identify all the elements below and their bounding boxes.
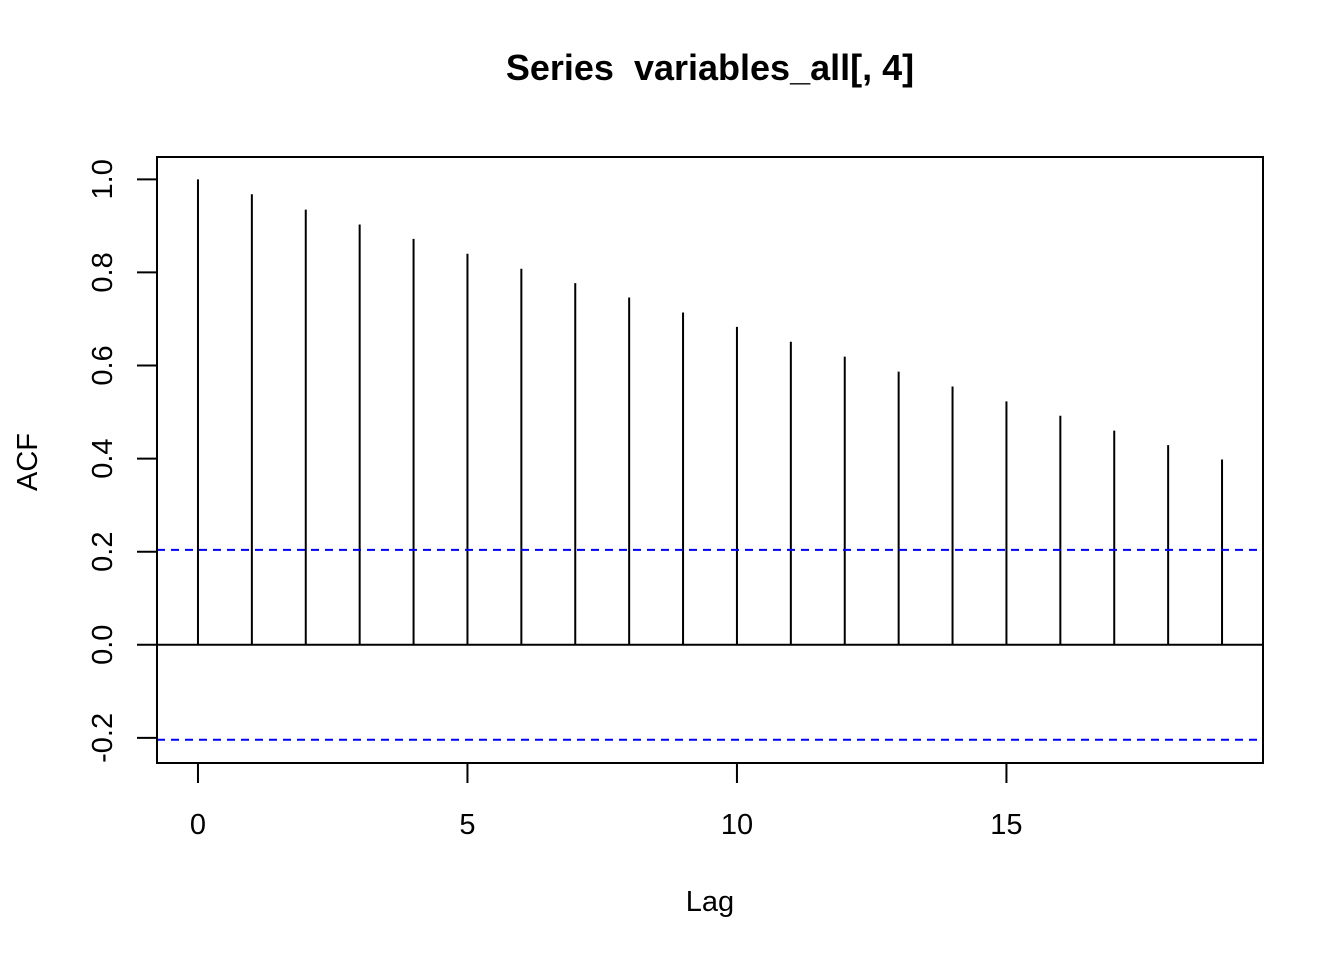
- y-tick-label: 0.2: [87, 532, 119, 572]
- y-tick-label: -0.2: [87, 713, 119, 763]
- plot-frame: [156, 156, 1264, 764]
- y-tick-label: 1.0: [87, 159, 119, 199]
- x-tick-label: 15: [990, 809, 1022, 841]
- x-tick-label: 0: [190, 809, 206, 841]
- x-tick-label: 10: [721, 809, 753, 841]
- y-axis-label: ACF: [12, 433, 44, 491]
- y-tick-label: 0.0: [87, 625, 119, 665]
- acf-bars: [157, 179, 1263, 646]
- y-tick-label: 0.6: [87, 345, 119, 385]
- x-tick-label: 5: [459, 809, 475, 841]
- y-axis: -0.2 0.0 0.2 0.4 0.6 0.8 1.0: [87, 159, 158, 763]
- chart-title: Series variables_all[, 4]: [506, 47, 914, 88]
- confidence-bounds: [157, 548, 1263, 741]
- x-axis-label: Lag: [686, 886, 734, 918]
- y-tick-label: 0.8: [87, 252, 119, 292]
- x-axis: 0 5 10 15: [190, 762, 1023, 841]
- y-tick-label: 0.4: [87, 438, 119, 478]
